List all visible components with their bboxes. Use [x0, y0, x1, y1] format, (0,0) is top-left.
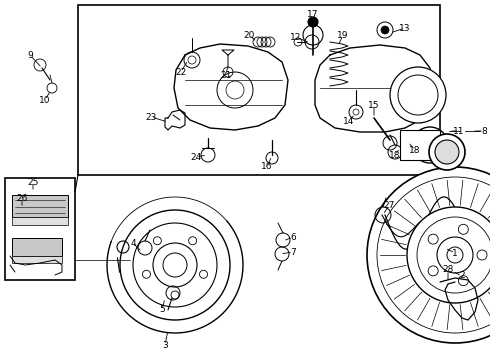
Bar [12, 195, 68, 217]
Text: 6: 6 [290, 233, 296, 242]
Text: 12: 12 [290, 32, 302, 41]
Text: 25: 25 [27, 177, 39, 186]
Text: 17: 17 [307, 9, 319, 18]
Text: 27: 27 [383, 201, 394, 210]
Circle shape [367, 167, 490, 343]
Text: 8: 8 [481, 126, 487, 135]
Circle shape [120, 210, 230, 320]
Circle shape [133, 223, 217, 307]
Text: 24: 24 [191, 153, 201, 162]
Text: 19: 19 [337, 31, 349, 40]
Text: 7: 7 [290, 248, 296, 257]
Text: 2: 2 [459, 271, 465, 280]
Text: 23: 23 [146, 113, 157, 122]
Text: 11: 11 [453, 126, 465, 135]
Text: 26: 26 [16, 194, 28, 202]
Text: 4: 4 [130, 239, 136, 248]
Bar [12, 238, 62, 256]
Text: 15: 15 [368, 100, 380, 109]
Text: 18: 18 [389, 150, 401, 159]
Bar [78, 5, 440, 175]
Circle shape [407, 207, 490, 303]
Bar [12, 217, 68, 225]
Text: 28: 28 [442, 266, 454, 274]
Text: 1: 1 [452, 248, 458, 257]
Text: 9: 9 [27, 50, 33, 59]
Text: 14: 14 [343, 117, 355, 126]
Text: 18: 18 [409, 145, 421, 154]
Circle shape [435, 140, 459, 164]
Circle shape [390, 67, 446, 123]
Text: 16: 16 [261, 162, 273, 171]
Bar [400, 130, 440, 160]
Text: 5: 5 [159, 306, 165, 315]
Bar [5, 178, 75, 280]
Text: 20: 20 [244, 31, 255, 40]
Circle shape [429, 134, 465, 170]
Text: 21: 21 [220, 71, 232, 80]
Text: 13: 13 [399, 23, 411, 32]
Text: 3: 3 [162, 341, 168, 350]
Circle shape [412, 127, 448, 163]
Bar [12, 256, 62, 263]
Text: 22: 22 [175, 68, 187, 77]
Circle shape [308, 17, 318, 27]
Circle shape [381, 26, 389, 34]
Text: 10: 10 [39, 95, 51, 104]
